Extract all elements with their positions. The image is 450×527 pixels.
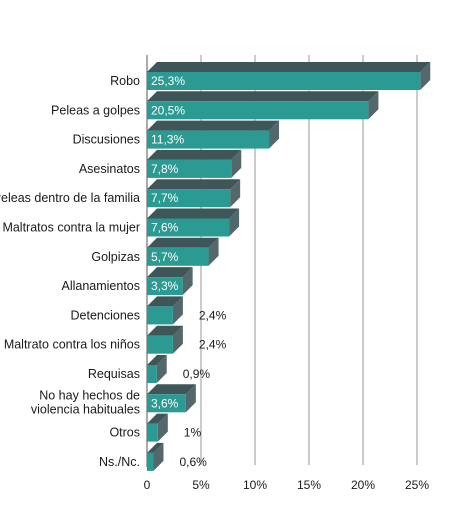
bar-front-face — [147, 130, 270, 149]
category-label: Maltrato contra los niños — [4, 338, 140, 352]
bar-top-face — [147, 149, 242, 160]
x-tick-label: 20% — [351, 478, 375, 492]
bar-side-face — [368, 91, 379, 120]
bar: 5,7% — [147, 237, 219, 266]
bar-front-face — [147, 423, 158, 442]
data-label: 11,3% — [151, 133, 184, 147]
category-label: Maltratos contra la mujer — [2, 221, 140, 235]
bar-side-face — [185, 384, 196, 413]
bar-top-face — [147, 296, 183, 307]
x-tick-label: 25% — [405, 478, 429, 492]
bar: 0,9% — [147, 355, 210, 383]
bar-top-face — [147, 413, 168, 424]
category-label: Golpizas — [91, 250, 140, 264]
bar-side-face — [231, 149, 242, 178]
data-label: 3,3% — [151, 279, 179, 293]
data-label: 3,6% — [151, 396, 179, 410]
bar-side-face — [229, 208, 240, 237]
category-label: Peleas dentro de la familia — [0, 191, 140, 205]
bar-side-face — [153, 442, 164, 471]
bar-front-face — [147, 218, 230, 237]
bars: 25,3% 20,5% 11,3% 7,8% 7,7% 7,6% 5,7% 3,3% 2,4% 2… — [147, 62, 431, 471]
data-label: 7,7% — [151, 191, 179, 205]
bar-front-face — [147, 335, 173, 354]
bar: 2,4% — [147, 296, 227, 325]
bar-front-face — [147, 306, 173, 325]
data-label: 25,3% — [151, 74, 185, 88]
bar: 25,3% — [147, 62, 431, 90]
bar: 7,7% — [147, 179, 241, 208]
bar: 11,3% — [147, 120, 280, 149]
bar-top-face — [147, 355, 167, 365]
bar-side-face — [156, 355, 167, 383]
bar: 3,3% — [147, 267, 193, 296]
bar: 1% — [147, 413, 202, 442]
x-tick-label: 10% — [243, 478, 267, 492]
bar: 3,6% — [147, 384, 196, 413]
category-label: Requisas — [88, 367, 140, 381]
bar-side-face — [230, 179, 241, 208]
bar-side-face — [208, 237, 219, 266]
category-label: No hay hechos de violencia habituales — [31, 388, 140, 416]
bar-front-face — [147, 247, 209, 266]
bar-side-face — [269, 120, 280, 149]
data-label: 0,6% — [179, 455, 207, 469]
bar-top-face — [147, 442, 164, 453]
category-label: Robo — [110, 74, 140, 88]
bar-front-face — [147, 365, 157, 383]
x-tick-label: 5% — [192, 478, 210, 492]
bar-top-face — [147, 120, 280, 131]
category-label: Peleas a golpes — [51, 103, 140, 117]
data-label: 2,4% — [199, 338, 227, 352]
category-label: Discusiones — [73, 133, 140, 147]
bar-side-face — [420, 62, 431, 90]
data-label: 7,8% — [151, 162, 179, 176]
bar-top-face — [147, 325, 183, 336]
bar: 7,8% — [147, 149, 242, 178]
data-label: 7,6% — [151, 221, 179, 235]
category-label: Allanamientos — [61, 279, 140, 293]
bar-top-face — [147, 91, 379, 102]
category-label: Detenciones — [71, 308, 141, 322]
x-tick-label: 0 — [144, 478, 151, 492]
bar-top-face — [147, 237, 219, 248]
bar-side-face — [172, 296, 183, 325]
data-label: 5,7% — [151, 250, 179, 264]
bar-top-face — [147, 62, 431, 72]
bar-front-face — [147, 101, 369, 120]
category-label: Asesinatos — [79, 162, 140, 176]
bar-side-face — [182, 267, 193, 296]
data-label: 20,5% — [151, 103, 185, 117]
bar-side-face — [157, 413, 168, 442]
data-label: 2,4% — [199, 308, 227, 322]
bar-front-face — [147, 72, 421, 90]
bar-front-face — [147, 189, 231, 208]
category-label: Ns./Nc. — [99, 455, 140, 469]
bar-side-face — [172, 325, 183, 354]
bar: 20,5% — [147, 91, 379, 120]
x-axis-ticks: 0 5% 10% 15% 20% 25% — [144, 478, 430, 492]
bar-top-face — [147, 179, 241, 190]
bar: 7,6% — [147, 208, 240, 237]
data-label: 1% — [184, 426, 202, 440]
bar: 2,4% — [147, 325, 227, 354]
bar-front-face — [147, 452, 154, 471]
data-label: 0,9% — [183, 367, 211, 381]
bar-front-face — [147, 159, 232, 178]
bar-front-face — [147, 394, 186, 413]
bar-front-face — [147, 277, 183, 296]
x-tick-label: 15% — [297, 478, 321, 492]
category-label: Otros — [109, 426, 140, 440]
category-labels: Robo Peleas a golpes Discusiones Asesinatos… — [0, 74, 140, 469]
bar-top-face — [147, 208, 240, 219]
bar: 0,6% — [147, 442, 207, 471]
bar-top-face — [147, 267, 193, 278]
bar-top-face — [147, 384, 196, 395]
